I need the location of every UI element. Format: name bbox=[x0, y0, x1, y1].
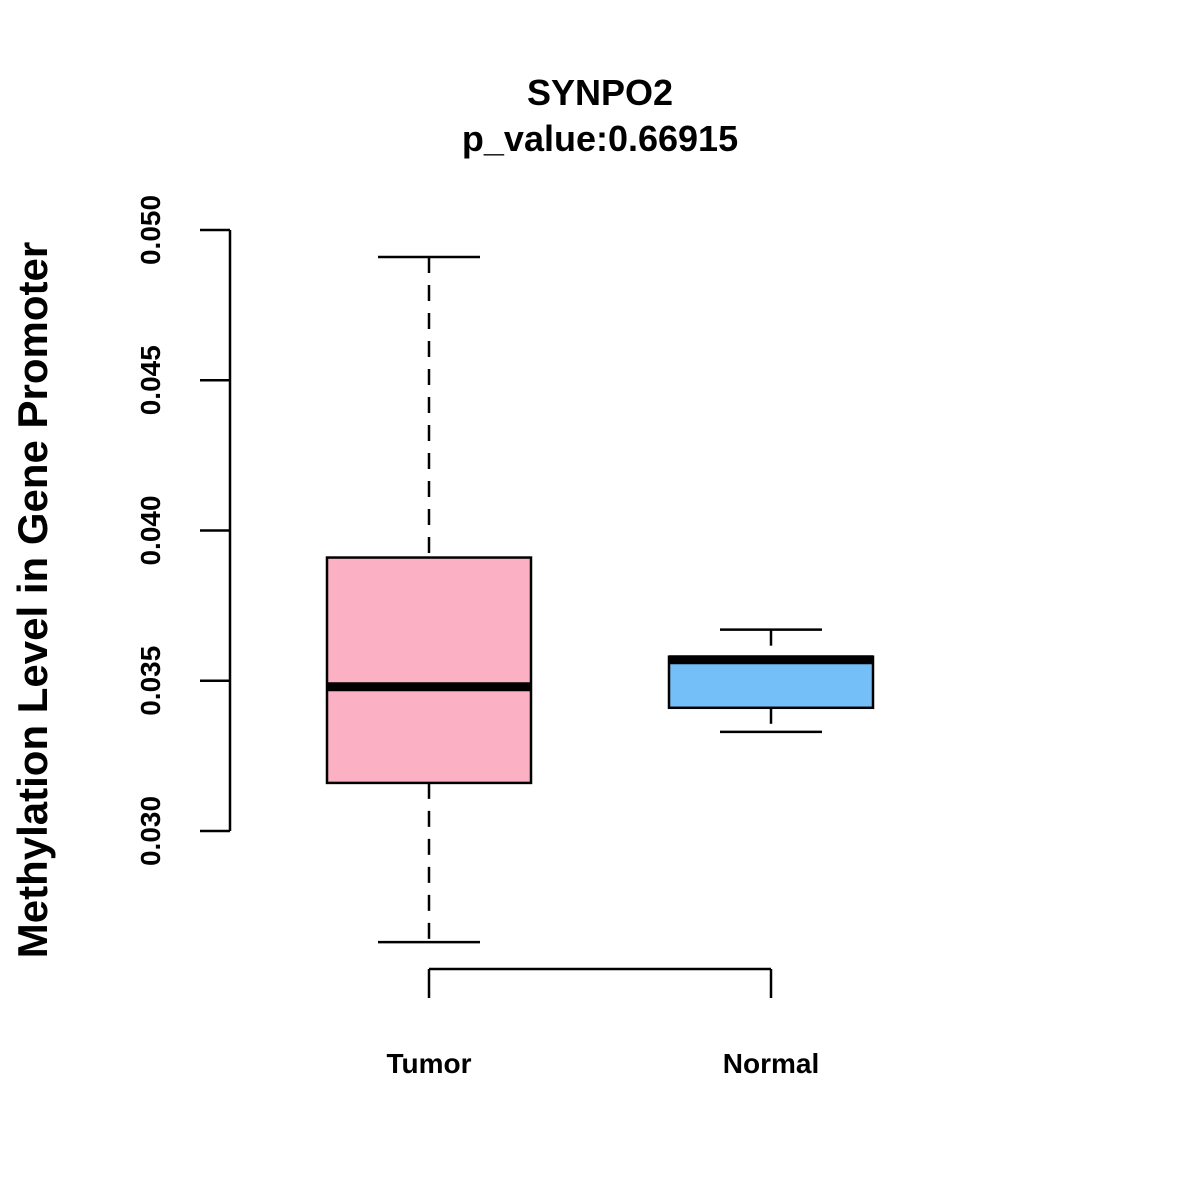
box-group bbox=[325, 255, 875, 944]
y-tick-label: 0.040 bbox=[135, 495, 166, 565]
box-normal bbox=[667, 628, 875, 734]
box-tumor bbox=[325, 255, 533, 944]
box-rect bbox=[667, 655, 875, 710]
y-tick-label: 0.050 bbox=[135, 195, 166, 265]
chart-title: SYNPO2 bbox=[527, 72, 673, 113]
box-rect bbox=[325, 556, 533, 785]
x-tick-label-normal: Normal bbox=[723, 1048, 819, 1079]
y-tick-label: 0.035 bbox=[135, 646, 166, 716]
x-tick-label-tumor: Tumor bbox=[386, 1048, 471, 1079]
x-axis: Tumor Normal bbox=[386, 967, 819, 1079]
y-tick-label: 0.030 bbox=[135, 796, 166, 866]
chart-subtitle: p_value:0.66915 bbox=[462, 118, 738, 159]
y-tick-label: 0.045 bbox=[135, 345, 166, 415]
y-axis-label: Methylation Level in Gene Promoter bbox=[9, 242, 56, 958]
y-axis: 0.030 0.035 0.040 0.045 0.050 bbox=[135, 195, 232, 866]
